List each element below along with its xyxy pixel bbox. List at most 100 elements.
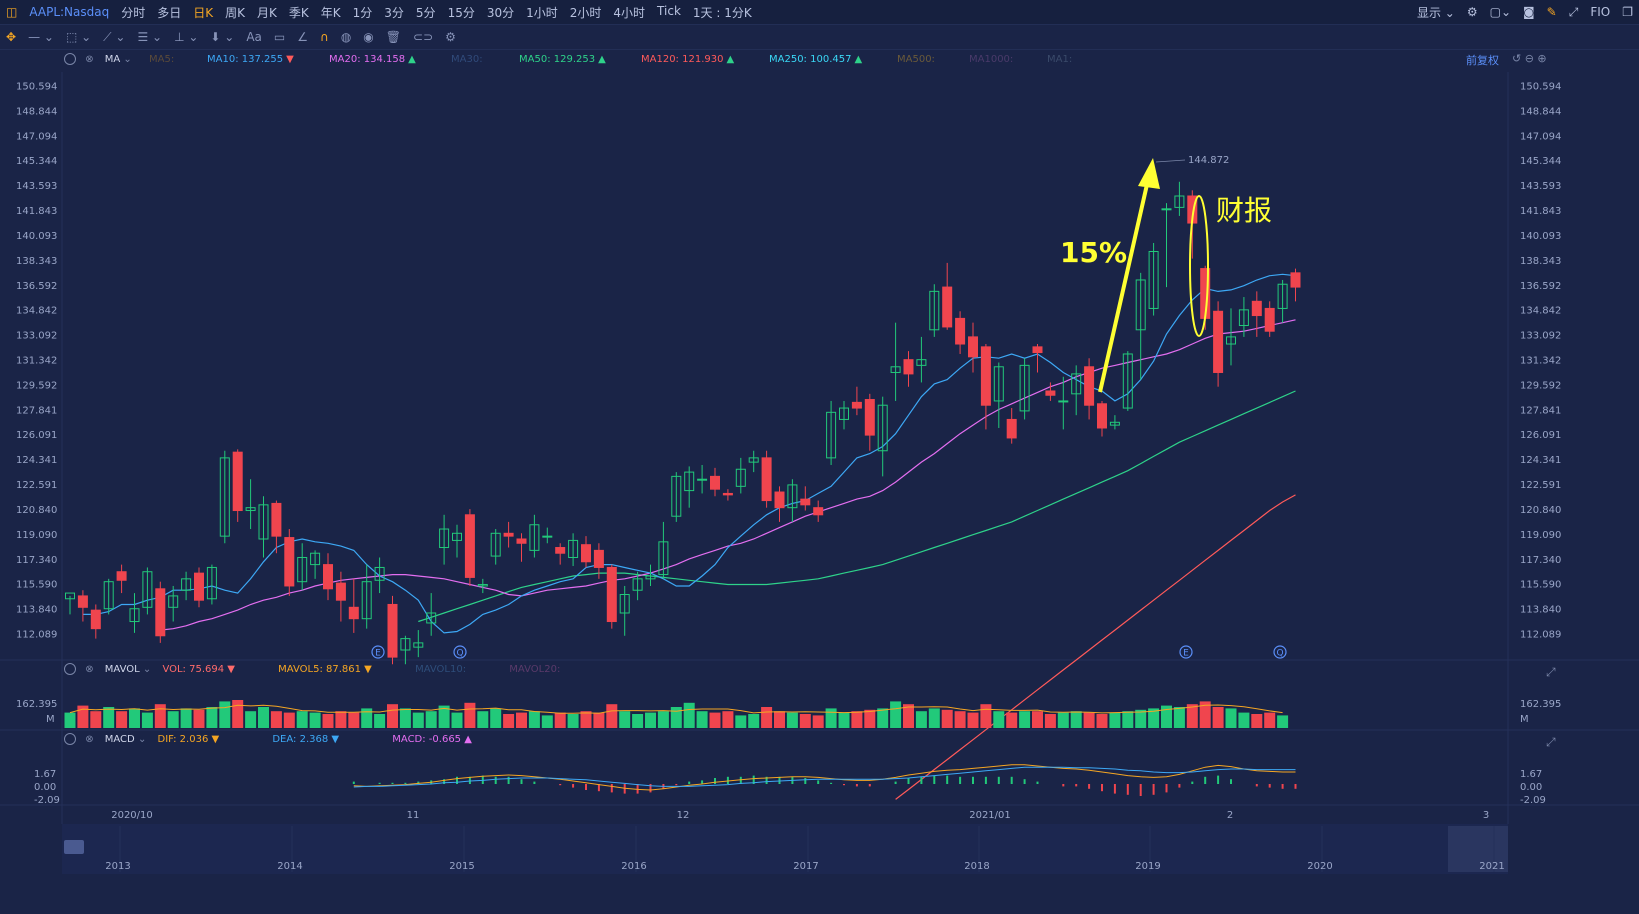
- price-axis-label-right: 134.842: [1520, 306, 1561, 317]
- arrow-tool-icon[interactable]: ⬇ ⌄: [210, 30, 235, 44]
- adjust-label[interactable]: 前复权: [1466, 54, 1499, 67]
- volume-bar: [1122, 711, 1134, 728]
- ma-item-value: 134.158: [360, 54, 406, 65]
- layout-icon[interactable]: ▢⌄: [1489, 5, 1512, 19]
- measure-tool-icon[interactable]: ⊥ ⌄: [174, 30, 199, 44]
- period-tab[interactable]: 30分: [486, 5, 515, 20]
- volume-bar: [903, 704, 914, 728]
- camera-icon[interactable]: ◙: [1523, 5, 1535, 19]
- lock-icon[interactable]: ◍: [340, 30, 352, 44]
- volume-bar: [1006, 712, 1018, 728]
- period-tab[interactable]: Tick: [657, 3, 681, 18]
- period-tab[interactable]: 周K: [225, 5, 246, 20]
- fullscreen-icon[interactable]: ⤢: [1568, 4, 1579, 19]
- ma-settings-icon[interactable]: [64, 53, 76, 65]
- chart-controls[interactable]: ↺ ⊖ ⊕: [1512, 52, 1547, 65]
- volume-bar: [1225, 708, 1237, 728]
- period-tab[interactable]: 多日: [157, 5, 182, 20]
- ma-item-arrow: ▲: [726, 54, 735, 65]
- period-tab[interactable]: 月K: [257, 5, 277, 20]
- event-marker-circle: [1273, 645, 1287, 659]
- period-tab[interactable]: 4小时: [613, 5, 646, 20]
- candle-body: [993, 366, 1004, 402]
- event-marker-circle: [453, 645, 467, 659]
- vol-close-icon[interactable]: ⊗: [85, 664, 94, 675]
- candle-body: [1174, 195, 1185, 208]
- volume-bar: [322, 714, 334, 728]
- settings-icon[interactable]: ⚙: [1466, 5, 1478, 19]
- window-restore-icon[interactable]: ❐: [1622, 5, 1633, 19]
- ma-legend-item: MA20: 134.158 ▲: [329, 54, 451, 65]
- ma-item-label: MA1:: [1047, 54, 1073, 65]
- ma-dropdown-icon[interactable]: ⌄: [123, 54, 132, 65]
- period-tab[interactable]: 5分: [415, 5, 436, 20]
- price-axis-label-right: 148.844: [1520, 106, 1561, 117]
- candle-body: [232, 451, 243, 512]
- volume-bar: [928, 708, 940, 728]
- volume-bar: [1057, 712, 1069, 728]
- fib-tool-icon[interactable]: ☰ ⌄: [137, 30, 163, 44]
- display-menu[interactable]: 显示 ⌄: [1416, 5, 1455, 20]
- macd-close-icon[interactable]: ⊗: [85, 734, 94, 745]
- period-tab[interactable]: 1天 : 1分K: [692, 5, 752, 20]
- price-axis-label-right: 124.341: [1520, 455, 1561, 466]
- period-tab[interactable]: 1小时: [526, 5, 558, 20]
- candle-body: [1148, 251, 1159, 309]
- price-axis-label-right: 119.090: [1520, 530, 1561, 541]
- pencil-icon[interactable]: ✎: [1546, 5, 1557, 19]
- trash-icon[interactable]: 🗑: [385, 30, 402, 44]
- link-icon[interactable]: ⊂⊃: [413, 30, 434, 44]
- macd-settings-icon[interactable]: [64, 733, 76, 745]
- wave-tool-icon[interactable]: ⟋ ⌄: [103, 29, 126, 44]
- volume-bar: [683, 702, 695, 728]
- candle-body: [800, 498, 811, 506]
- volume-bar: [825, 708, 837, 728]
- price-axis-label-left: 117.340: [16, 555, 57, 566]
- period-tab[interactable]: 1分: [352, 5, 373, 20]
- period-tab[interactable]: 年K: [320, 5, 341, 20]
- year-axis-label: 2014: [277, 861, 302, 872]
- ma-close-icon[interactable]: ⊗: [85, 54, 94, 65]
- vol-dropdown-icon[interactable]: ⌄: [142, 664, 155, 675]
- candle-body: [116, 571, 127, 581]
- price-axis-label-right: 138.343: [1520, 256, 1561, 267]
- text-tool-icon[interactable]: Aa: [246, 30, 262, 44]
- period-tab[interactable]: 日K: [193, 5, 214, 20]
- vol-title[interactable]: MAVOL: [104, 664, 140, 675]
- period-tab[interactable]: 2小时: [569, 5, 602, 20]
- price-axis-label-right: 150.594: [1520, 82, 1561, 93]
- macd-title[interactable]: MACD: [104, 734, 135, 745]
- period-tab[interactable]: 分时: [121, 5, 146, 20]
- symbol-label[interactable]: AAPL:Nasdaq: [29, 5, 110, 19]
- dif-value: DIF: 2.036 ▼: [157, 734, 220, 745]
- window-icon[interactable]: ◫: [6, 5, 18, 19]
- volume-bar: [645, 712, 656, 728]
- eye-icon[interactable]: ◉: [363, 30, 374, 44]
- period-tab[interactable]: 15分: [447, 5, 475, 20]
- toolbar-settings-icon[interactable]: ⚙: [445, 30, 456, 44]
- date-axis-label: 12: [677, 810, 690, 821]
- period-tab[interactable]: 3分: [384, 5, 404, 20]
- ma-title[interactable]: MA: [104, 54, 121, 65]
- expand-icon: ⤢: [1545, 735, 1556, 749]
- magnet-icon[interactable]: ∩: [320, 30, 329, 44]
- dea-value: DEA: 2.368 ▼: [272, 734, 340, 745]
- macd-dropdown-icon[interactable]: ⌄: [137, 734, 150, 745]
- angle-tool-icon[interactable]: ∠: [297, 30, 309, 44]
- fio-label[interactable]: FIO: [1590, 5, 1611, 19]
- price-axis-label-left: 112.089: [16, 630, 57, 641]
- vol-settings-icon[interactable]: [64, 663, 76, 675]
- candle-body: [1032, 346, 1043, 354]
- line-tool-icon[interactable]: — ⌄: [28, 30, 54, 44]
- ma-item-arrow: ▲: [854, 54, 863, 65]
- candle-body: [942, 286, 953, 328]
- period-tab[interactable]: 季K: [288, 5, 309, 20]
- candle-body: [710, 475, 720, 490]
- vol-axis-unit-right: M: [1520, 714, 1529, 725]
- comment-icon[interactable]: ▭: [273, 30, 286, 44]
- vol-axis-label: 162.395: [16, 699, 57, 710]
- move-icon[interactable]: ✥: [6, 30, 17, 44]
- candle-body: [877, 404, 888, 452]
- shape-tool-icon[interactable]: ⬚ ⌄: [65, 30, 92, 44]
